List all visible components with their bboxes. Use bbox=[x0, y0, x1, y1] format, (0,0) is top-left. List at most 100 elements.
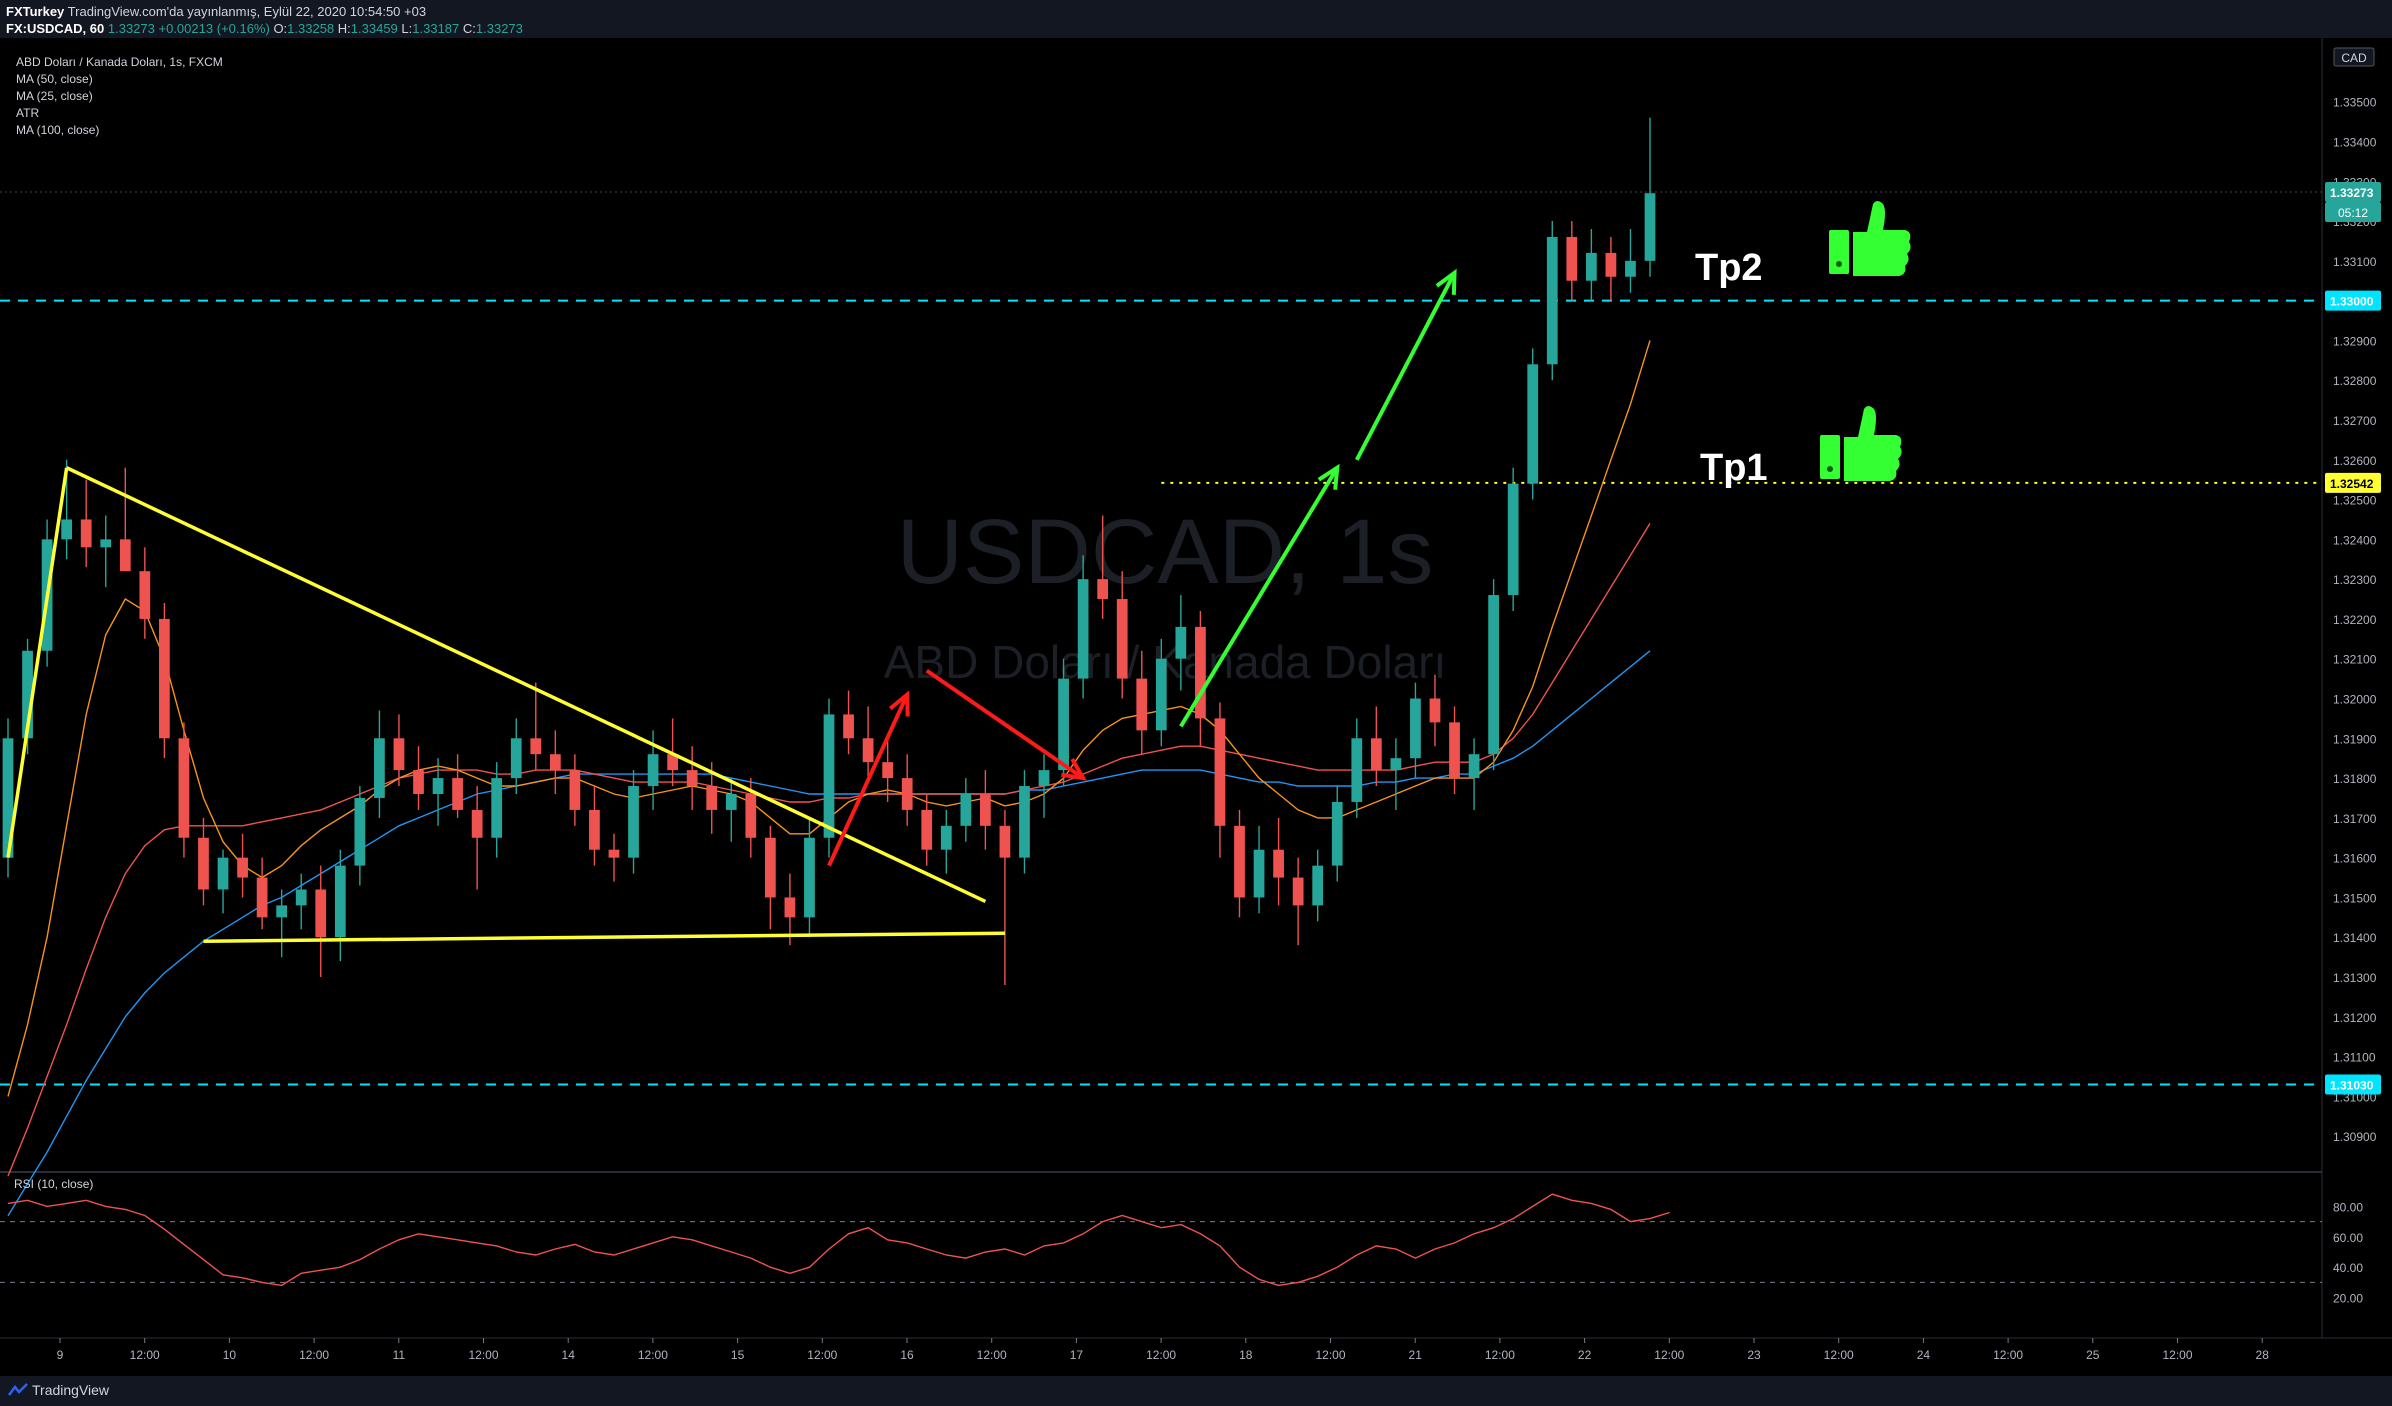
countdown-text: 05:12 bbox=[2338, 206, 2368, 220]
thumb-hand bbox=[1853, 201, 1911, 276]
tradingview-logo[interactable]: TradingView bbox=[8, 1382, 109, 1398]
candle bbox=[198, 817, 209, 906]
legend-indicator-ma50[interactable]: MA (50, close) bbox=[16, 72, 93, 86]
candle bbox=[589, 786, 600, 866]
candle-body bbox=[1605, 252, 1617, 277]
candle-body bbox=[276, 905, 288, 918]
candle-body bbox=[256, 877, 268, 918]
candle-body bbox=[1351, 738, 1363, 802]
rsi-line bbox=[7, 1193, 1670, 1287]
candle bbox=[628, 770, 639, 874]
candle bbox=[1429, 674, 1441, 747]
candle bbox=[315, 865, 327, 978]
candle-body bbox=[1273, 849, 1284, 878]
candle-body bbox=[901, 778, 913, 810]
candle bbox=[1390, 738, 1402, 810]
candle-body bbox=[510, 738, 522, 779]
candle bbox=[510, 718, 522, 794]
rsi-tick-label: 40.00 bbox=[2333, 1261, 2363, 1275]
open-label: O: bbox=[273, 21, 288, 36]
candle bbox=[784, 873, 796, 946]
candle bbox=[882, 738, 894, 802]
candle-body bbox=[1429, 698, 1441, 723]
candle-body bbox=[22, 650, 33, 739]
candle bbox=[940, 809, 952, 874]
legend-indicator-ma100[interactable]: MA (100, close) bbox=[16, 123, 100, 137]
candle-body bbox=[119, 539, 131, 572]
price-tick-label: 1.33400 bbox=[2333, 135, 2377, 149]
candle-body bbox=[549, 754, 561, 771]
time-tick-label: 12:00 bbox=[1485, 1348, 1515, 1362]
candle-body bbox=[940, 825, 952, 850]
high-value: 1.33459 bbox=[350, 21, 398, 36]
candle bbox=[374, 710, 385, 818]
tp2-label: Tp2 bbox=[1695, 247, 1763, 289]
header-bar: FXTurkey TradingView.com'da yayınlanmış,… bbox=[0, 0, 2392, 38]
red-arrow-2 bbox=[827, 690, 910, 867]
candle-body bbox=[1449, 722, 1460, 779]
time-tick-label: 10 bbox=[223, 1348, 237, 1362]
candle-body bbox=[1234, 825, 1245, 898]
candle-body bbox=[237, 857, 248, 878]
candle bbox=[980, 770, 991, 850]
candle bbox=[1214, 702, 1226, 858]
price-tick-label: 1.32800 bbox=[2333, 374, 2377, 388]
thumbs-up-icon-tp2 bbox=[1829, 201, 1911, 276]
thumb-cuff bbox=[1820, 435, 1840, 479]
candle-body bbox=[1038, 770, 1050, 787]
candle bbox=[237, 833, 248, 898]
price-label-box bbox=[2325, 290, 2381, 311]
publish-info: FXTurkey TradingView.com'da yayınlanmış,… bbox=[6, 4, 426, 19]
time-tick-label: 17 bbox=[1070, 1348, 1084, 1362]
price-label-3: 1.31030 bbox=[2325, 1074, 2381, 1095]
candle-body bbox=[139, 571, 151, 619]
candle-body bbox=[706, 786, 718, 810]
candle bbox=[530, 682, 542, 771]
candle-body bbox=[80, 519, 92, 548]
candle-body bbox=[1312, 865, 1324, 906]
brand-name: TradingView bbox=[32, 1382, 110, 1398]
candle bbox=[725, 778, 737, 842]
price-tick-label: 1.33100 bbox=[2333, 255, 2377, 269]
candle bbox=[1312, 849, 1324, 922]
candle-body bbox=[589, 809, 600, 850]
time-tick-label: 15 bbox=[731, 1348, 745, 1362]
candle bbox=[119, 467, 131, 572]
candle-body bbox=[667, 754, 678, 771]
legend-indicator-ma25[interactable]: MA (25, close) bbox=[16, 89, 93, 103]
high-label: H: bbox=[337, 21, 351, 36]
rsi-label: RSI (10, close) bbox=[14, 1177, 93, 1191]
thumb-button bbox=[1827, 466, 1833, 472]
candle-body bbox=[725, 793, 737, 810]
time-tick-label: 12:00 bbox=[977, 1348, 1007, 1362]
legend-indicator-atr[interactable]: ATR bbox=[16, 106, 40, 120]
price-change: +0.00213 (+0.16%) bbox=[158, 21, 270, 36]
candle-body bbox=[647, 754, 659, 787]
time-tick-label: 12:00 bbox=[299, 1348, 329, 1362]
price-label-text: 1.32542 bbox=[2330, 477, 2374, 491]
candle bbox=[334, 849, 346, 962]
candle-body bbox=[1136, 678, 1148, 731]
candle bbox=[1195, 610, 1206, 747]
thumb-cuff bbox=[1829, 230, 1849, 274]
candle bbox=[1644, 117, 1656, 277]
candle-body bbox=[100, 539, 112, 548]
candle-body bbox=[354, 797, 366, 866]
candle-body bbox=[159, 618, 170, 739]
trendline-2 bbox=[203, 931, 1005, 943]
trendline-0 bbox=[6, 467, 69, 858]
time-tick-label: 11 bbox=[393, 1348, 406, 1362]
candle-body bbox=[1331, 801, 1343, 866]
last-price: 1.33273 bbox=[107, 21, 155, 36]
candle bbox=[1566, 221, 1578, 301]
publisher-name[interactable]: FXTurkey bbox=[6, 4, 65, 19]
arrow-head bbox=[1317, 463, 1340, 490]
candle-body bbox=[628, 786, 639, 858]
candle bbox=[1605, 236, 1617, 301]
candle-body bbox=[1410, 698, 1421, 759]
candle bbox=[862, 706, 874, 779]
candle bbox=[1527, 348, 1539, 500]
candle-body bbox=[315, 889, 327, 938]
price-tick-label: 1.32600 bbox=[2333, 454, 2377, 468]
